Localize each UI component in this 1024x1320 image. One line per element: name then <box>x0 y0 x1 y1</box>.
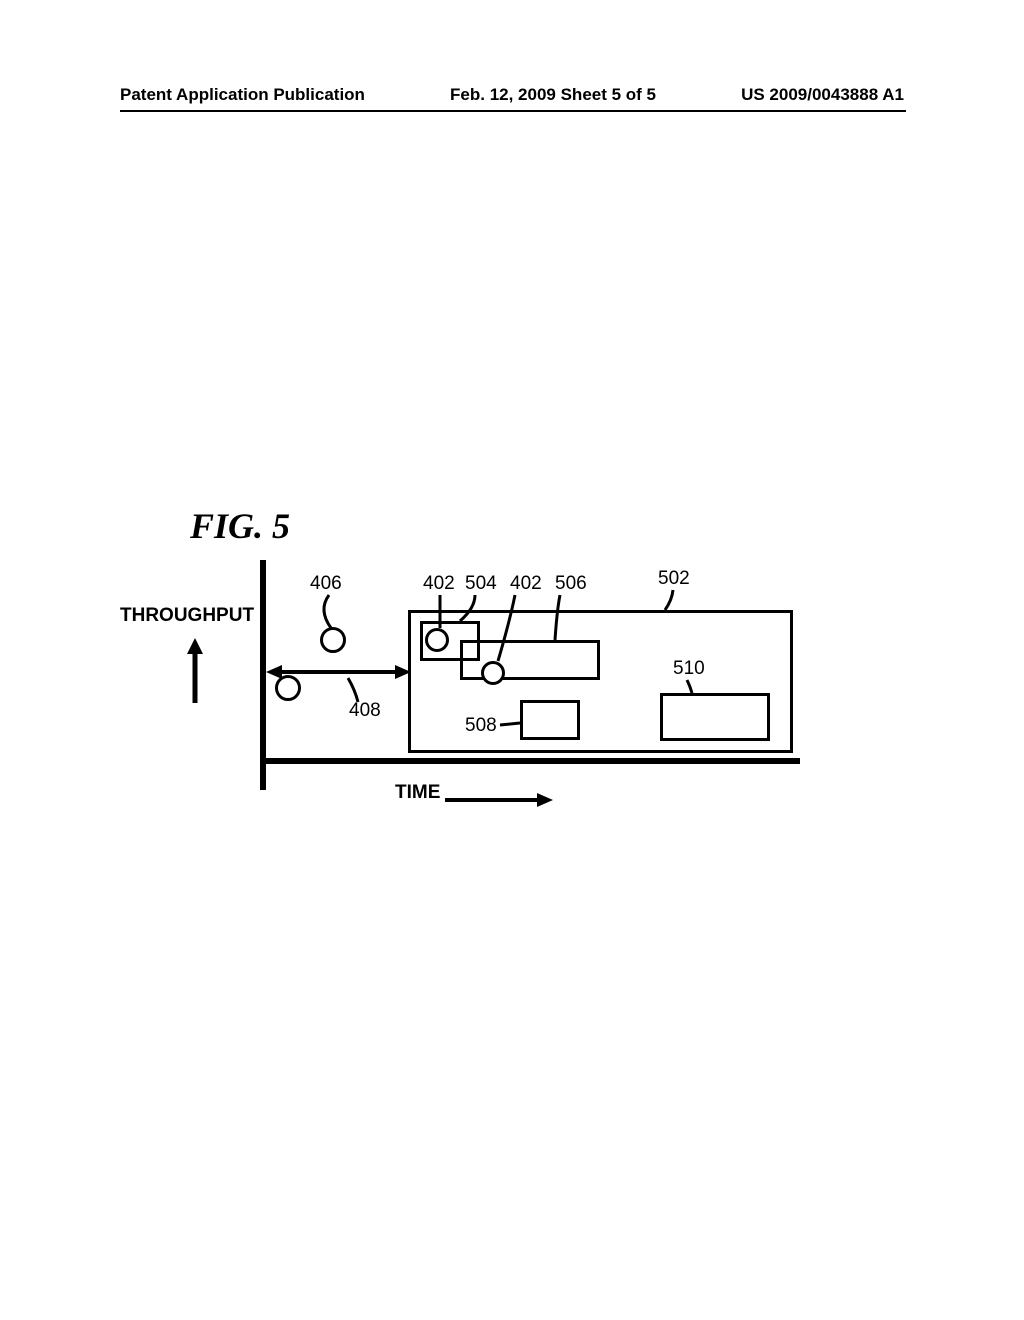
diagram-fig5: THROUGHPUT TIME 406 402 504 <box>130 560 800 820</box>
ref-402a: 402 <box>423 573 455 595</box>
ref-408: 408 <box>349 700 381 722</box>
header-right: US 2009/0043888 A1 <box>741 85 904 105</box>
ref-510: 510 <box>673 658 705 680</box>
header-center: Feb. 12, 2009 Sheet 5 of 5 <box>450 85 656 105</box>
ref-504: 504 <box>465 573 497 595</box>
ref-406: 406 <box>310 573 342 595</box>
ref-506: 506 <box>555 573 587 595</box>
header-left: Patent Application Publication <box>120 85 365 105</box>
figure-label: FIG. 5 <box>190 505 290 547</box>
ref-502: 502 <box>658 568 690 590</box>
leader-lines-icon <box>130 560 800 820</box>
ref-508: 508 <box>465 715 497 737</box>
ref-402b: 402 <box>510 573 542 595</box>
page-header: Patent Application Publication Feb. 12, … <box>0 85 1024 105</box>
header-rule <box>120 110 906 112</box>
